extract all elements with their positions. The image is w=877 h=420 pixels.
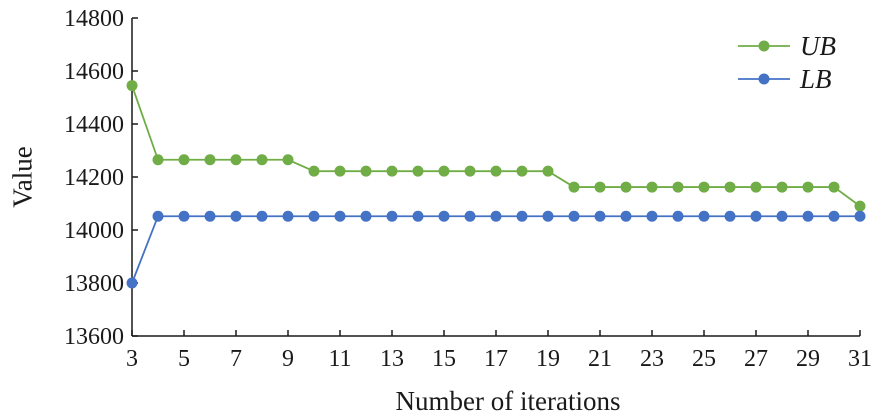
- x-tick-label: 13: [380, 346, 404, 372]
- data-point-lb: [724, 210, 736, 222]
- x-tick-label: 15: [432, 346, 456, 372]
- data-point-ub: [178, 154, 190, 166]
- data-point-lb: [672, 210, 684, 222]
- y-tick-label: 14000: [64, 218, 124, 244]
- data-point-lb: [256, 210, 268, 222]
- x-tick-label: 21: [588, 346, 612, 372]
- x-tick-label: 31: [848, 346, 872, 372]
- data-point-lb: [828, 210, 840, 222]
- x-tick-label: 17: [484, 346, 508, 372]
- data-point-lb: [126, 277, 138, 289]
- data-point-lb: [698, 210, 710, 222]
- x-tick-label: 19: [536, 346, 560, 372]
- y-axis-title: Value: [7, 146, 37, 207]
- x-tick-label: 27: [744, 346, 768, 372]
- data-point-ub: [568, 181, 580, 193]
- data-point-lb: [308, 210, 320, 222]
- data-point-ub: [672, 181, 684, 193]
- data-point-lb: [230, 210, 242, 222]
- data-point-ub: [724, 181, 736, 193]
- x-tick-label: 29: [796, 346, 820, 372]
- data-point-lb: [854, 210, 866, 222]
- data-point-ub: [256, 154, 268, 166]
- axes: [131, 18, 860, 337]
- data-point-ub: [308, 165, 320, 177]
- data-point-ub: [204, 154, 216, 166]
- y-tick-label: 13800: [64, 271, 124, 297]
- y-tick-label: 14800: [64, 6, 124, 32]
- x-ticks: 3 5 7 9 11 13 15 17 19 21 23 25 27 29 31: [126, 330, 872, 372]
- x-axis-title: Number of iterations: [396, 386, 621, 416]
- data-point-ub: [464, 165, 476, 177]
- data-point-ub: [360, 165, 372, 177]
- data-point-ub: [152, 154, 164, 166]
- data-point-ub: [646, 181, 658, 193]
- data-point-lb: [594, 210, 606, 222]
- y-tick-label: 14400: [64, 112, 124, 138]
- data-point-lb: [386, 210, 398, 222]
- data-point-ub: [854, 200, 866, 212]
- data-point-lb: [282, 210, 294, 222]
- data-point-lb: [750, 210, 762, 222]
- x-tick-label: 7: [230, 346, 242, 372]
- data-point-lb: [464, 210, 476, 222]
- legend-marker-ub: [758, 40, 770, 52]
- x-tick-label: 3: [126, 346, 138, 372]
- legend-marker-lb: [758, 73, 770, 85]
- data-point-ub: [386, 165, 398, 177]
- data-point-lb: [334, 210, 346, 222]
- data-point-lb: [152, 210, 164, 222]
- x-tick-label: 5: [178, 346, 190, 372]
- data-point-ub: [802, 181, 814, 193]
- data-point-ub: [438, 165, 450, 177]
- data-point-ub: [828, 181, 840, 193]
- data-point-ub: [542, 165, 554, 177]
- legend-label-ub: UB: [800, 31, 836, 61]
- y-tick-label: 14600: [64, 59, 124, 85]
- legend-label-lb: LB: [799, 64, 832, 94]
- y-tick-label: 13600: [64, 324, 124, 350]
- data-point-ub: [334, 165, 346, 177]
- data-point-lb: [360, 210, 372, 222]
- data-point-lb: [620, 210, 632, 222]
- data-point-lb: [646, 210, 658, 222]
- data-point-ub: [490, 165, 502, 177]
- series-line-lb: [131, 215, 860, 284]
- data-point-lb: [178, 210, 190, 222]
- data-point-lb: [776, 210, 788, 222]
- y-ticks: 13600 13800 14000 14200 14400 14600 14800: [64, 6, 138, 350]
- x-tick-label: 23: [640, 346, 664, 372]
- x-tick-label: 11: [328, 346, 351, 372]
- data-point-ub: [516, 165, 528, 177]
- data-point-ub: [230, 154, 242, 166]
- data-point-ub: [776, 181, 788, 193]
- plot-area: [126, 80, 866, 289]
- data-point-lb: [204, 210, 216, 222]
- data-point-lb: [542, 210, 554, 222]
- data-point-ub: [412, 165, 424, 177]
- data-point-lb: [412, 210, 424, 222]
- data-point-ub: [750, 181, 762, 193]
- x-tick-label: 9: [282, 346, 294, 372]
- data-point-lb: [438, 210, 450, 222]
- x-tick-label: 25: [692, 346, 716, 372]
- y-tick-label: 14200: [64, 165, 124, 191]
- data-point-lb: [516, 210, 528, 222]
- data-point-ub: [698, 181, 710, 193]
- data-point-ub: [594, 181, 606, 193]
- data-point-ub: [282, 154, 294, 166]
- data-point-lb: [802, 210, 814, 222]
- data-point-lb: [490, 210, 502, 222]
- data-point-lb: [568, 210, 580, 222]
- data-point-ub: [126, 80, 138, 92]
- data-point-ub: [620, 181, 632, 193]
